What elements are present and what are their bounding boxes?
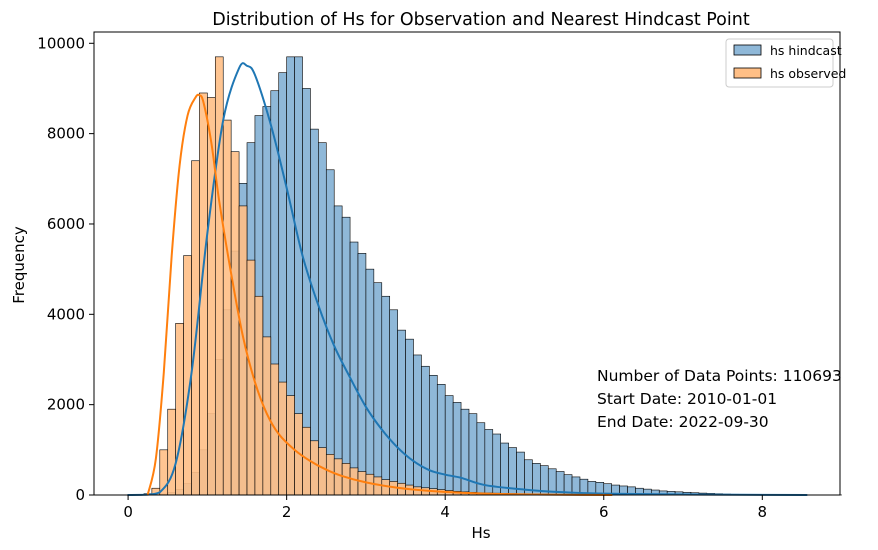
observed-bar xyxy=(175,323,184,496)
y-tick-label: 4000 xyxy=(47,305,85,323)
legend-swatch-hindcast xyxy=(733,44,762,56)
hindcast-bar xyxy=(397,329,406,496)
hindcast-bar xyxy=(365,268,375,496)
observed-bar xyxy=(191,160,200,496)
x-tick-label: 8 xyxy=(758,503,768,521)
hindcast-bar xyxy=(357,253,367,496)
observed-bar xyxy=(310,440,319,496)
hindcast-bar xyxy=(444,395,454,496)
legend: hs hindcast hs observed xyxy=(725,38,846,88)
observed-bar xyxy=(222,119,232,496)
legend-label-observed: hs observed xyxy=(770,66,846,81)
chart-title: Distribution of Hs for Observation and N… xyxy=(212,10,750,30)
hindcast-kde-line xyxy=(127,62,808,496)
observed-bar xyxy=(357,471,367,496)
y-axis-label: Frequency xyxy=(10,226,28,304)
kde-curves xyxy=(127,62,808,496)
hindcast-bar xyxy=(413,354,422,496)
hindcast-bar xyxy=(373,282,383,496)
hindcast-bar xyxy=(460,408,470,496)
observed-bar xyxy=(230,151,240,496)
annotation-start-date: Start Date: 2010-01-01 xyxy=(597,390,777,408)
observed-kde-line xyxy=(146,93,613,496)
legend-label-hindcast: hs hindcast xyxy=(770,43,842,58)
x-tick-label: 6 xyxy=(599,503,609,521)
hindcast-bar xyxy=(429,374,438,496)
hindcast-bar xyxy=(341,216,351,496)
annotation-data-points: Number of Data Points: 110693 xyxy=(597,367,842,385)
hindcast-bar xyxy=(452,402,462,496)
observed-bar xyxy=(349,467,359,496)
x-tick-label: 0 xyxy=(123,503,133,521)
x-axis-ticks: 0 2 4 6 8 xyxy=(123,495,767,521)
observed-bar xyxy=(333,458,343,496)
x-tick-label: 4 xyxy=(440,503,450,521)
stats-annotation: Number of Data Points: 110693 Start Date… xyxy=(597,367,842,431)
hindcast-bar xyxy=(421,365,430,496)
x-tick-label: 2 xyxy=(282,503,292,521)
y-tick-label: 0 xyxy=(75,486,85,504)
hindcast-bar xyxy=(349,241,359,496)
annotation-end-date: End Date: 2022-09-30 xyxy=(597,413,769,431)
y-tick-label: 2000 xyxy=(47,396,85,414)
hindcast-bar xyxy=(381,295,391,496)
hindcast-bar xyxy=(405,338,414,496)
hindcast-bar xyxy=(310,128,319,496)
y-tick-label: 10000 xyxy=(37,34,85,52)
plot-frame xyxy=(93,31,841,496)
hindcast-bar xyxy=(389,309,398,496)
observed-bar xyxy=(341,463,351,496)
observed-bar xyxy=(325,454,335,496)
legend-swatch-observed xyxy=(733,67,762,79)
y-axis-ticks: 0 2000 4000 6000 8000 10000 xyxy=(37,34,94,504)
x-axis-label: Hs xyxy=(471,524,490,542)
observed-bar xyxy=(318,447,327,496)
hindcast-bar xyxy=(436,384,446,496)
y-tick-label: 8000 xyxy=(47,125,85,143)
y-tick-label: 6000 xyxy=(47,215,85,233)
